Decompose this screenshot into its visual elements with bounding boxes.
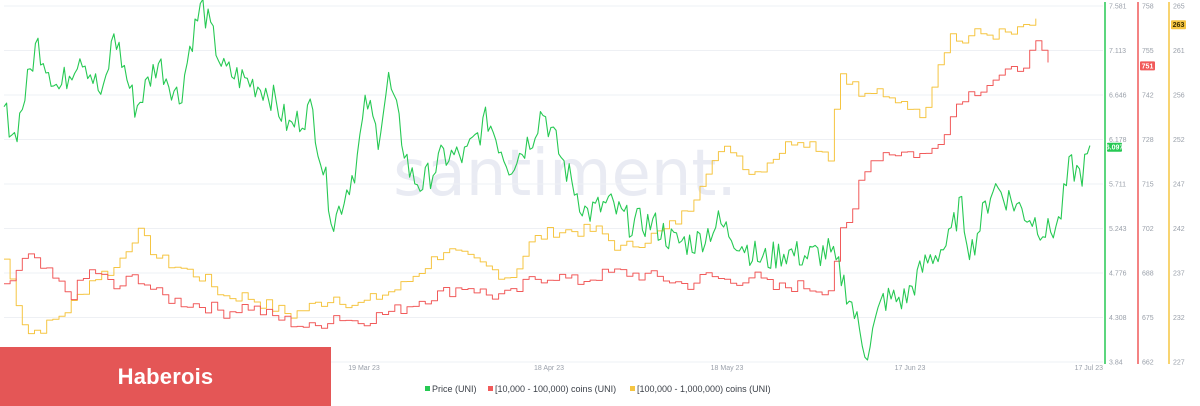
tick-label-mid: 662: [1142, 360, 1154, 367]
tick-label-mid: 688: [1142, 271, 1154, 278]
tick-label-price: 5.243: [1109, 226, 1127, 233]
tick-label-price: 7.581: [1109, 4, 1127, 11]
axes-layer: 7.581 7.113 6.646 6.178 5.711 5.243 4.776 4.308…: [1104, 2, 1186, 367]
legend-label: [100,000 - 1,000,000) coins (UNI): [637, 384, 771, 394]
tick-label-large: 252: [1173, 137, 1185, 144]
legend-swatch: [425, 386, 430, 391]
x-tick-label: 18 Apr 23: [534, 365, 564, 372]
tick-label-price: 5.711: [1109, 182, 1126, 189]
series-layer: [3, 0, 1091, 361]
tick-label-large: 261: [1173, 48, 1185, 55]
tick-label-price: 6.646: [1109, 93, 1127, 100]
tick-label-mid: 715: [1142, 182, 1154, 189]
legend-label: [10,000 - 100,000) coins (UNI): [495, 384, 616, 394]
legend-label: Price (UNI): [432, 384, 477, 394]
x-tick-label: 18 May 23: [711, 365, 744, 372]
tick-label-large: 242: [1173, 226, 1185, 233]
series-line-price: [3, 0, 1091, 361]
series-line-large: [4, 18, 1037, 335]
tick-label-price: 4.776: [1109, 271, 1127, 278]
tick-label-mid: 728: [1142, 137, 1154, 144]
tick-label-mid: 758: [1142, 4, 1154, 11]
value-badge-mid: [1140, 61, 1155, 71]
legend-swatch: [488, 386, 493, 391]
watermark: santiment.: [393, 137, 737, 211]
tick-label-large: 227: [1173, 360, 1185, 367]
tick-label-large: 237: [1173, 271, 1185, 278]
brand-banner: Haberois: [0, 347, 331, 406]
value-badge-price: [1107, 142, 1122, 152]
x-tick-label: 17 Jun 23: [895, 365, 926, 372]
tick-label-mid: 742: [1142, 93, 1154, 100]
tick-label-price: 4.308: [1109, 315, 1127, 322]
tick-label-price: 3.84: [1109, 360, 1123, 367]
tick-label-mid: 675: [1142, 315, 1154, 322]
value-badge-large: [1171, 20, 1186, 30]
tick-label-large: 265: [1173, 4, 1185, 11]
series-line-mid: [4, 40, 1049, 329]
grid: [4, 5, 1103, 363]
tick-label-price: 6.178: [1109, 137, 1127, 144]
tick-label-price: 7.113: [1109, 48, 1126, 55]
value-badge-text-mid: 751: [1142, 63, 1154, 70]
tick-label-large: 256: [1173, 93, 1185, 100]
tick-label-mid: 702: [1142, 226, 1154, 233]
value-badge-text-price: 6.097: [1106, 145, 1124, 152]
value-badge-text-large: 263: [1173, 22, 1185, 29]
x-tick-label: 17 Jul 23: [1075, 365, 1104, 372]
banner-text: Haberois: [117, 363, 214, 389]
legend-swatch: [630, 386, 635, 391]
legend: Price (UNI) [10,000 - 100,000) coins (UNI…: [425, 384, 771, 394]
tick-label-large: 247: [1173, 182, 1185, 189]
tick-label-large: 232: [1173, 315, 1185, 322]
x-tick-label: 19 Mar 23: [348, 365, 380, 372]
tick-label-mid: 755: [1142, 48, 1154, 55]
